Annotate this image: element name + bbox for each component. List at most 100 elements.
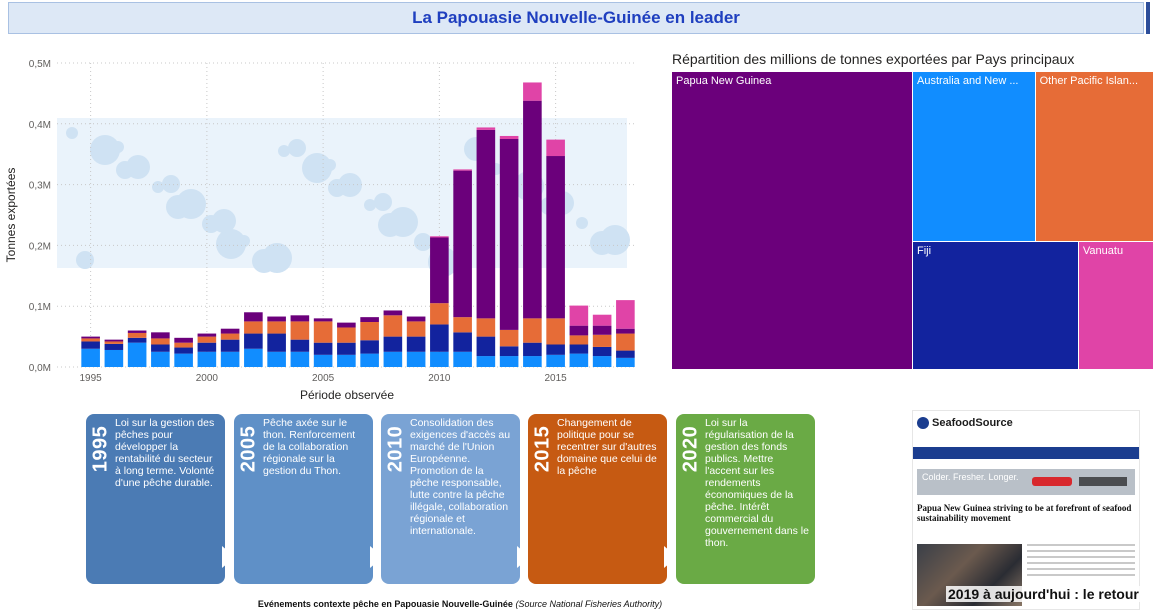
y-tick-label: 0,5M: [29, 59, 51, 70]
pattern-shape: [414, 233, 432, 251]
bar-segment-2015-s3: [546, 156, 565, 319]
bar-segment-1998-s3: [151, 332, 170, 339]
bar-segment-2003-s0: [267, 351, 286, 367]
bar-segment-1999-s2: [174, 342, 193, 348]
bar-segment-2007-s1: [360, 340, 379, 354]
bar-segment-2015-s0: [546, 354, 565, 367]
timeline-card-2010: 2010 Consolidation des exigences d'accès …: [381, 414, 530, 584]
bar-segment-2010-s0: [430, 351, 449, 367]
bar-segment-2012-s4: [476, 127, 496, 130]
timeline-arrow-icon: [370, 546, 383, 568]
bar-segment-2008-s3: [383, 310, 403, 316]
bar-segment-2013-s2: [499, 329, 519, 347]
bar-segment-2010-s1: [430, 324, 449, 352]
x-tick-label: 2015: [545, 373, 568, 384]
bar-segment-2016-s0: [569, 353, 589, 367]
timeline-arrow-icon: [664, 546, 677, 568]
bar-segment-2000-s0: [197, 351, 217, 367]
bar-segment-2011-s0: [453, 351, 472, 367]
bar-segment-1997-s2: [127, 332, 147, 338]
bar-segment-2014-s4: [523, 82, 542, 101]
timeline-card-1995: 1995 Loi sur la gestion des pêches pour d…: [86, 414, 235, 584]
timeline-text: Pêche axée sur le thon. Renforcement de …: [263, 417, 356, 477]
bar-segment-2007-s3: [360, 317, 379, 322]
bar-segment-2010-s3: [430, 237, 449, 304]
timeline-year: 1995: [89, 425, 112, 473]
chart-background-pattern: [57, 118, 630, 277]
caption-source: (Source National Fisheries Authority): [515, 599, 663, 609]
bar-segment-1998-s1: [151, 344, 170, 352]
bar-segment-2001-s1: [220, 339, 240, 352]
article-ad-banner: Colder. Fresher. Longer.: [917, 469, 1135, 495]
bar-segment-2015-s4: [546, 139, 565, 157]
x-axis-title: Période observée: [300, 388, 394, 402]
bar-segment-2006-s1: [337, 342, 356, 355]
timeline-year: 2020: [679, 425, 702, 473]
bar-segment-2016-s3: [569, 325, 589, 336]
bar-segment-2015-s1: [546, 344, 565, 355]
page-title-banner: La Papouasie Nouvelle-Guinée en leader: [8, 2, 1144, 34]
pattern-shape: [76, 251, 94, 269]
bar-segment-2016-s1: [569, 344, 589, 354]
bar-segment-2009-s3: [406, 316, 426, 322]
timeline-text: Consolidation des exigences d'accès au m…: [410, 417, 511, 537]
bar-segment-2009-s1: [406, 336, 426, 352]
pattern-shape: [238, 235, 250, 247]
pattern-shape: [262, 243, 292, 273]
bar-segment-1995-s2: [81, 338, 100, 342]
treemap-tile-3: Fiji: [913, 241, 1079, 370]
bar-segment-2005-s3: [313, 318, 333, 322]
article-headline: Papua New Guinea striving to be at foref…: [917, 503, 1132, 523]
pattern-shape: [216, 229, 246, 259]
pattern-shape: [212, 209, 236, 233]
ad-button: [1032, 477, 1072, 486]
bar-segment-2011-s4: [453, 169, 472, 171]
timeline-text: Loi sur la régularisation de la gestion …: [705, 417, 809, 549]
bar-segment-2011-s3: [453, 170, 472, 318]
article-body-lines: [1027, 544, 1135, 584]
bar-segment-2012-s0: [476, 356, 496, 367]
pattern-shape: [288, 139, 306, 157]
bar-segment-2001-s3: [220, 328, 240, 334]
bar-segment-1999-s0: [174, 353, 193, 367]
bar-segment-2004-s3: [290, 315, 310, 322]
bar-segment-2000-s3: [197, 333, 217, 337]
y-tick-label: 0,1M: [29, 302, 51, 313]
bar-segment-2005-s1: [313, 342, 333, 355]
bar-segment-2010-s2: [430, 303, 449, 325]
bar-segment-2007-s0: [360, 353, 379, 367]
bar-segment-2013-s1: [499, 346, 519, 357]
bar-segment-1997-s0: [127, 342, 147, 367]
brand-name: SeafoodSource: [932, 417, 1013, 429]
bar-segment-2003-s2: [267, 321, 286, 334]
bar-segment-2010-s4: [430, 236, 449, 238]
bar-segment-2012-s1: [476, 336, 496, 357]
ad-logo: [1079, 477, 1127, 486]
timeline-year: 2005: [237, 425, 260, 473]
treemap-tile-2: Other Pacific Islan...: [1035, 72, 1154, 242]
bar-segment-2018-s1: [616, 350, 635, 358]
bar-segment-2002-s2: [244, 321, 263, 334]
article-screenshot[interactable]: SeafoodSource Colder. Fresher. Longer. P…: [912, 410, 1140, 610]
article-overlay-text: 2019 à aujourd'hui : le retour: [946, 586, 1141, 602]
timeline-arrow-icon: [517, 546, 530, 568]
pattern-shape: [388, 207, 418, 237]
bar-segment-1996-s0: [104, 349, 124, 367]
bar-segment-2002-s3: [244, 312, 263, 322]
bar-segment-2016-s2: [569, 335, 589, 345]
article-nav-bar: [913, 447, 1139, 459]
timeline-arrow-icon: [222, 546, 235, 568]
bar-segment-1995-s0: [81, 348, 100, 367]
banner-scroll-edge: [1146, 2, 1150, 34]
pattern-shape: [364, 199, 376, 211]
bar-segment-2000-s2: [197, 336, 217, 343]
bar-segment-2007-s2: [360, 322, 379, 341]
bar-segment-2013-s3: [499, 139, 519, 330]
caption-main: Evénements contexte pêche en Papouasie N…: [257, 599, 513, 609]
pattern-shape: [90, 135, 120, 165]
bar-segment-1998-s0: [151, 351, 170, 367]
pattern-shape: [66, 127, 78, 139]
bar-segment-2003-s3: [267, 316, 286, 322]
timeline-year: 2010: [384, 425, 407, 473]
pattern-shape: [600, 225, 630, 255]
